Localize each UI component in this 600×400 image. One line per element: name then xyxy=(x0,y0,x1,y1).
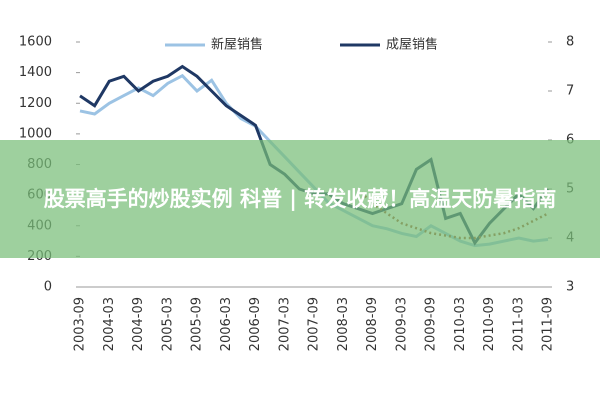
y-tick-label: 1000 xyxy=(19,126,52,141)
y2-tick-label: 3 xyxy=(566,280,574,295)
legend-label: 成屋销售 xyxy=(386,37,438,53)
x-tick-label: 2010-09 xyxy=(482,297,497,351)
y2-tick-label: 8 xyxy=(566,35,574,50)
y-tick-label: 0 xyxy=(44,280,52,295)
y-tick-label: 1600 xyxy=(19,35,52,50)
y-tick-label: 1400 xyxy=(19,65,52,80)
x-tick-label: 2006-09 xyxy=(248,297,263,351)
x-tick-label: 2009-09 xyxy=(424,297,439,351)
x-tick-label: 2007-03 xyxy=(277,297,292,351)
y-tick-label: 1200 xyxy=(19,96,52,111)
x-tick-label: 2009-03 xyxy=(394,297,409,351)
x-tick-label: 2003-09 xyxy=(73,297,88,351)
x-tick-label: 2004-09 xyxy=(131,297,146,351)
x-tick-label: 2011-09 xyxy=(541,297,556,351)
x-tick-label: 2010-03 xyxy=(453,297,468,351)
x-tick-label: 2007-09 xyxy=(307,297,322,351)
x-tick-label: 2005-09 xyxy=(190,297,205,351)
x-tick-label: 2005-03 xyxy=(160,297,175,351)
y2-tick-label: 7 xyxy=(566,84,574,99)
banner: 股票高手的炒股实例 科普 | 转发收藏！高温天防暑指南 xyxy=(0,140,600,258)
legend-label: 新屋销售 xyxy=(211,37,263,53)
x-tick-label: 2004-03 xyxy=(102,297,117,351)
x-tick-label: 2008-03 xyxy=(336,297,351,351)
x-tick-label: 2011-03 xyxy=(511,297,526,351)
x-tick-label: 2008-09 xyxy=(365,297,380,351)
x-tick-label: 2006-03 xyxy=(219,297,234,351)
